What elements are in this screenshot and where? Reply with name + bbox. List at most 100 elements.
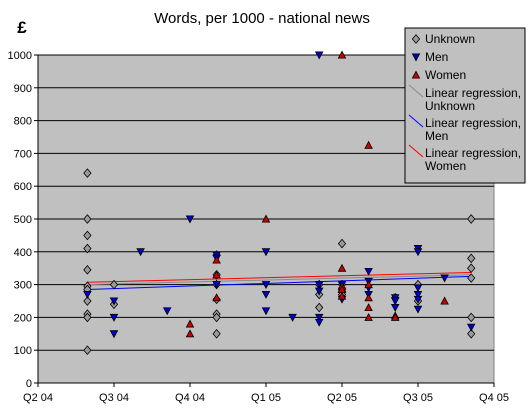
data-point <box>364 267 373 276</box>
y-tick-label: 200 <box>14 312 32 324</box>
data-point <box>185 215 195 224</box>
data-point <box>467 312 476 323</box>
data-point <box>440 274 449 283</box>
y-tick-label: 1000 <box>8 50 32 62</box>
data-point <box>413 295 423 304</box>
data-point <box>109 279 119 290</box>
data-point <box>337 263 347 272</box>
data-point <box>212 293 221 302</box>
data-point <box>261 248 271 257</box>
y-tick-label: 900 <box>14 83 32 95</box>
y-tick-label: 400 <box>14 247 32 259</box>
legend-label: Unknown <box>425 99 475 113</box>
data-point <box>314 318 324 327</box>
legend-label: Linear regression, <box>425 116 521 130</box>
data-point <box>212 270 221 279</box>
data-point <box>364 312 373 321</box>
x-tick-label: Q4 05 <box>479 392 509 404</box>
x-tick-label: Q3 05 <box>403 392 433 404</box>
data-point <box>413 284 423 293</box>
data-point <box>83 345 92 356</box>
y-tick-label: 700 <box>14 148 32 160</box>
data-point <box>440 296 449 305</box>
y-tick-label: 600 <box>14 181 32 193</box>
chart-title: Words, per 1000 - national news <box>154 10 370 27</box>
regression-line <box>87 274 472 286</box>
data-point <box>83 214 92 224</box>
data-point <box>83 290 92 299</box>
legend-marker <box>411 34 421 44</box>
legend-box <box>404 27 526 184</box>
data-point <box>364 303 373 312</box>
data-point <box>390 312 400 321</box>
data-point <box>413 290 423 299</box>
data-point <box>83 243 92 254</box>
data-point <box>315 302 324 313</box>
legend-marker <box>411 70 421 79</box>
data-point <box>212 281 221 290</box>
data-point <box>467 263 476 274</box>
data-point <box>83 312 92 323</box>
data-point <box>314 287 324 296</box>
data-point <box>212 328 221 339</box>
data-point <box>261 281 271 290</box>
data-point <box>337 291 347 300</box>
legend-label: Linear regression, <box>425 86 521 100</box>
data-point <box>364 293 373 302</box>
y-tick-label: 0 <box>26 378 32 390</box>
data-point <box>83 230 92 241</box>
x-tick-labels: Q2 04 Q3 04 Q4 04 Q1 05 Q2 05 Q3 05 Q4 05 <box>23 392 509 404</box>
data-point <box>288 313 297 322</box>
regression-line <box>87 271 472 283</box>
x-tick-label: Q1 05 <box>251 392 281 404</box>
data-point <box>467 253 476 264</box>
y-tick-label: 100 <box>14 345 32 357</box>
data-point <box>109 330 119 339</box>
legend-marker <box>411 53 421 62</box>
x-tick-label: Q2 05 <box>327 392 357 404</box>
x-tick-label: Q2 04 <box>23 392 53 404</box>
regression-line <box>87 275 472 291</box>
x-tick-label: Q3 04 <box>99 392 129 404</box>
data-point <box>467 273 476 283</box>
data-point <box>261 290 271 299</box>
data-point <box>212 255 221 264</box>
legend-label: Men <box>425 50 448 64</box>
data-point <box>83 168 92 178</box>
data-point <box>314 313 324 322</box>
data-point <box>261 214 271 223</box>
data-point <box>390 297 400 306</box>
data-point <box>364 280 373 289</box>
data-point <box>185 329 195 338</box>
data-point <box>83 296 92 306</box>
y-tick-labels: 0 100 200 300 400 500 600 700 800 900 1000 <box>8 50 32 390</box>
legend-label: Unknown <box>425 32 475 46</box>
data-points <box>83 50 476 356</box>
y-tick-label: 500 <box>14 214 32 226</box>
data-point <box>314 51 324 60</box>
data-point <box>337 50 347 59</box>
data-point <box>261 307 271 316</box>
data-point <box>466 323 476 332</box>
data-point <box>185 319 195 328</box>
data-point <box>337 238 347 249</box>
data-point <box>109 313 119 322</box>
legend-label: Men <box>425 129 448 143</box>
legend-label: Linear regression, <box>425 146 521 160</box>
data-point <box>413 305 423 314</box>
legend-line <box>408 114 424 128</box>
data-point <box>83 265 92 275</box>
legend-line <box>408 144 424 158</box>
data-point <box>314 281 324 290</box>
data-point <box>162 307 172 316</box>
data-point <box>109 297 119 306</box>
y-tick-label: 300 <box>14 280 32 292</box>
data-point <box>212 312 221 323</box>
y-axis-label: £ <box>17 18 27 37</box>
data-point <box>467 214 476 224</box>
y-tick-label: 800 <box>14 116 32 128</box>
legend-line <box>408 84 424 98</box>
regression-lines <box>87 271 472 291</box>
